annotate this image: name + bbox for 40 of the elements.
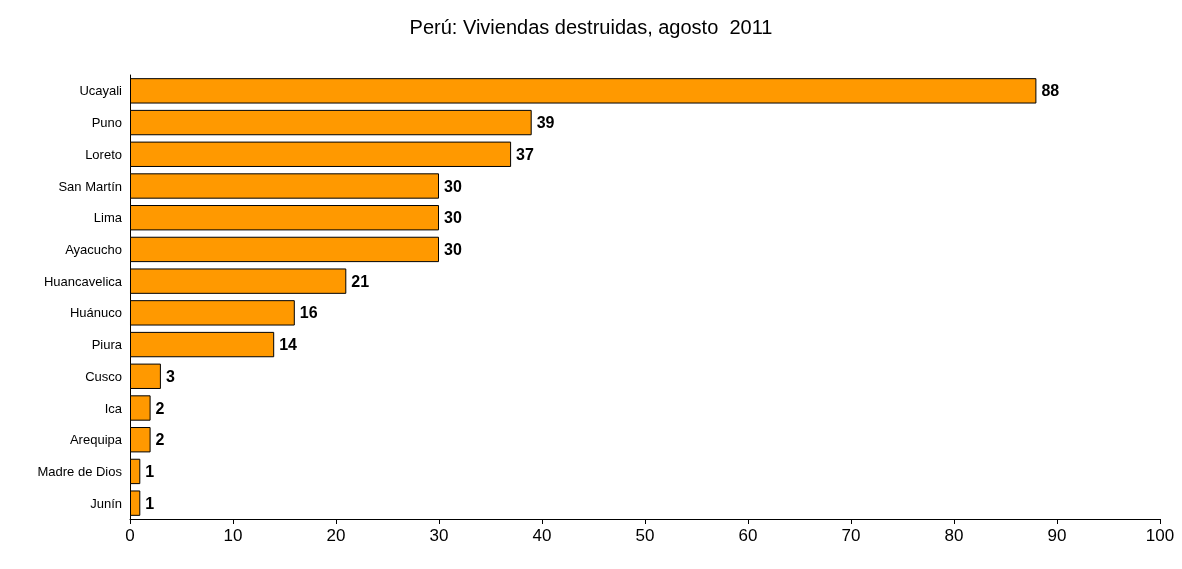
x-tick-label: 20 xyxy=(326,526,346,545)
data-label: 2 xyxy=(155,399,165,417)
x-tick-label: 0 xyxy=(125,526,135,545)
data-label: 2 xyxy=(155,431,165,449)
data-label: 30 xyxy=(444,177,462,195)
data-label: 39 xyxy=(536,114,555,132)
y-tick-label: Puno xyxy=(91,115,122,131)
y-tick-label: Piura xyxy=(91,337,123,353)
x-tick-label: 90 xyxy=(1047,526,1067,545)
y-tick-label: Lima xyxy=(93,210,123,226)
y-tick-label: Ayacucho xyxy=(65,241,122,257)
y-tick-label: Madre de Dios xyxy=(37,463,123,479)
x-tick-label: 60 xyxy=(738,526,758,545)
y-tick-label: Ica xyxy=(104,400,123,416)
data-label: 1 xyxy=(145,462,155,480)
y-tick-label: Junín xyxy=(90,495,122,511)
y-tick-label: Huánuco xyxy=(69,305,122,321)
data-label: 16 xyxy=(299,304,318,322)
x-tick-label: 30 xyxy=(429,526,449,545)
data-label: 14 xyxy=(279,336,298,354)
data-label: 30 xyxy=(444,209,462,227)
x-tick-label: 40 xyxy=(532,526,552,545)
data-label: 21 xyxy=(351,272,370,290)
data-label: 3 xyxy=(165,367,175,385)
x-tick-label: 100 xyxy=(1145,526,1175,545)
chart-title: Perú: Viviendas destruidas, agosto 2011 xyxy=(409,16,773,38)
x-tick-label: 50 xyxy=(635,526,655,545)
y-tick-label: Ucayali xyxy=(79,83,123,99)
y-tick-label: San Martín xyxy=(58,178,122,194)
y-tick-label: Huancavelica xyxy=(43,273,123,289)
data-label: 37 xyxy=(516,145,534,163)
y-tick-label: Loreto xyxy=(85,146,122,162)
data-label: 30 xyxy=(444,240,462,258)
x-tick-label: 80 xyxy=(944,526,964,545)
x-tick-label: 70 xyxy=(841,526,861,545)
data-label: 88 xyxy=(1041,82,1060,100)
y-tick-label: Arequipa xyxy=(69,432,123,448)
x-tick-label: 10 xyxy=(223,526,243,545)
data-label: 1 xyxy=(145,494,155,512)
y-tick-label: Cusco xyxy=(85,368,122,384)
